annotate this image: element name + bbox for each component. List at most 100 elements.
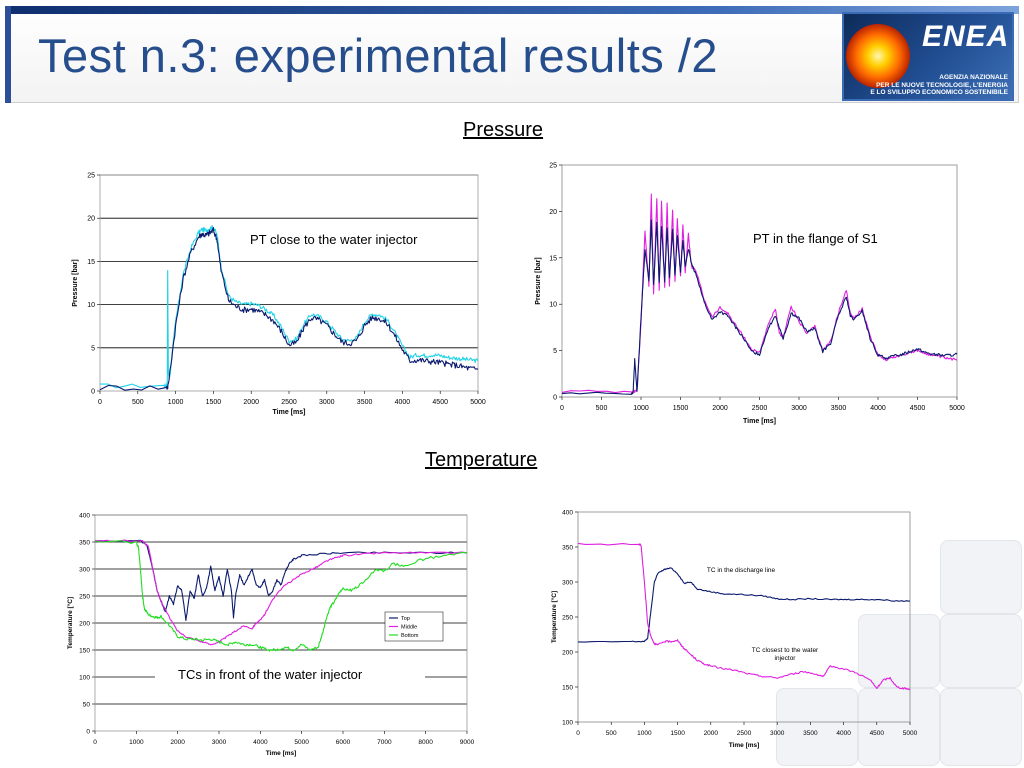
annotation-box bbox=[155, 660, 425, 686]
x-tick-label: 1500 bbox=[670, 730, 685, 737]
temperature-chart-discharge: 0 500 1000 1500 2000 2500 3000 3500 4000 4500 5000… bbox=[550, 510, 918, 750]
series-line bbox=[99, 227, 479, 391]
plot-area-border bbox=[99, 174, 479, 392]
x-tick-label: 4500 bbox=[870, 730, 885, 737]
x-tick-label: 0 bbox=[560, 405, 564, 412]
header-accent-bar bbox=[5, 6, 1019, 14]
y-axis-label: Pressure [bar] bbox=[535, 257, 542, 304]
x-tick-label: 5000 bbox=[949, 405, 965, 412]
x-tick-label: 3000 bbox=[212, 739, 227, 746]
x-tick-label: 1000 bbox=[129, 739, 144, 746]
y-tick-label: 350 bbox=[79, 540, 90, 547]
y-tick-label: 250 bbox=[79, 594, 90, 601]
y-tick-label: 20 bbox=[87, 216, 95, 223]
logo-sun-graphic bbox=[846, 24, 910, 88]
y-tick-label: 5 bbox=[553, 348, 557, 355]
x-tick-label: 1000 bbox=[633, 405, 649, 412]
y-tick-label: 50 bbox=[83, 702, 91, 709]
y-tick-label: 0 bbox=[86, 729, 90, 736]
logo-subtitle-line: PER LE NUOVE TECNOLOGIE, L'ENERGIA bbox=[876, 81, 1008, 89]
section-heading-temperature: Temperature bbox=[425, 449, 538, 471]
y-tick-label: 25 bbox=[87, 173, 95, 180]
slide-title: Test n.3: experimental results /2 bbox=[38, 29, 719, 82]
x-tick-label: 500 bbox=[596, 405, 608, 412]
x-tick-label: 4000 bbox=[253, 739, 268, 746]
x-tick-label: 4500 bbox=[910, 405, 926, 412]
chart-annotation: PT close to the water injector bbox=[250, 232, 418, 247]
decorative-tile bbox=[940, 688, 1022, 766]
y-tick-label: 20 bbox=[549, 209, 557, 216]
x-tick-label: 1000 bbox=[168, 399, 184, 406]
annotation-line: injector bbox=[775, 655, 797, 662]
x-tick-label: 3000 bbox=[319, 399, 335, 406]
legend-label: Bottom bbox=[401, 633, 419, 639]
series-line bbox=[94, 539, 468, 646]
y-tick-label: 0 bbox=[91, 389, 95, 396]
x-tick-label: 2000 bbox=[704, 730, 719, 737]
x-tick-label: 1500 bbox=[673, 405, 689, 412]
x-tick-label: 2000 bbox=[170, 739, 185, 746]
x-tick-label: 2000 bbox=[712, 405, 728, 412]
x-tick-label: 1000 bbox=[637, 730, 652, 737]
x-tick-label: 7000 bbox=[377, 739, 392, 746]
series-line bbox=[577, 542, 911, 691]
y-axis-label: Temperature [°C] bbox=[66, 597, 74, 649]
x-tick-label: 5000 bbox=[903, 730, 918, 737]
chart-annotation: PT in the flange of S1 bbox=[753, 231, 878, 246]
y-tick-label: 200 bbox=[79, 621, 90, 628]
x-axis-label: Time [ms] bbox=[273, 409, 306, 416]
x-tick-label: 0 bbox=[93, 739, 97, 746]
y-tick-label: 10 bbox=[87, 302, 95, 309]
y-tick-label: 15 bbox=[549, 255, 557, 262]
legend-label: Middle bbox=[401, 625, 417, 631]
series-line bbox=[94, 539, 468, 621]
x-tick-label: 2500 bbox=[737, 730, 752, 737]
x-tick-label: 3000 bbox=[791, 405, 807, 412]
decorative-tile bbox=[858, 614, 940, 688]
x-tick-label: 1500 bbox=[206, 399, 222, 406]
x-tick-label: 3500 bbox=[831, 405, 847, 412]
annotation-line: TC closest to the water bbox=[752, 647, 819, 654]
y-axis-label: Temperature [°C] bbox=[550, 591, 558, 643]
x-tick-label: 0 bbox=[98, 399, 102, 406]
decorative-tile bbox=[858, 688, 940, 766]
decorative-tile bbox=[940, 614, 1022, 688]
x-tick-label: 2500 bbox=[281, 399, 297, 406]
x-tick-label: 3000 bbox=[770, 730, 785, 737]
annotation-box bbox=[240, 226, 465, 250]
x-tick-label: 500 bbox=[606, 730, 617, 737]
x-tick-label: 9000 bbox=[460, 739, 475, 746]
x-tick-label: 5000 bbox=[294, 739, 309, 746]
decorative-tile bbox=[776, 688, 858, 766]
y-tick-label: 250 bbox=[562, 615, 573, 622]
logo-subtitle-line: AGENZIA NAZIONALE bbox=[939, 74, 1008, 81]
y-tick-label: 300 bbox=[79, 567, 90, 574]
enea-logo: ENEA AGENZIA NAZIONALE PER LE NUOVE TECN… bbox=[842, 12, 1014, 101]
series-line bbox=[577, 567, 911, 643]
y-tick-label: 25 bbox=[549, 163, 557, 170]
pressure-chart-flange: 0 500 1000 1500 2000 2500 3000 3500 4000 4500 5000… bbox=[535, 163, 965, 426]
logo-subtitle: AGENZIA NAZIONALE PER LE NUOVE TECNOLOGI… bbox=[846, 74, 1008, 97]
chart-annotation: TC closest to the water injector bbox=[752, 647, 819, 662]
x-tick-label: 4500 bbox=[432, 399, 448, 406]
x-axis-label: Time [ms] bbox=[266, 750, 297, 757]
y-tick-label: 10 bbox=[549, 302, 557, 309]
header-left-bar bbox=[5, 6, 11, 103]
temperature-chart-tcs: 0 1000 2000 3000 4000 5000 6000 7000 8000 9000 0 50… bbox=[66, 513, 475, 758]
section-heading-pressure: Pressure bbox=[463, 119, 544, 141]
x-tick-label: 4000 bbox=[870, 405, 886, 412]
series-line bbox=[99, 224, 479, 389]
x-tick-label: 500 bbox=[132, 399, 144, 406]
logo-wordmark: ENEA bbox=[922, 20, 1010, 53]
chart-annotation: TC in the discharge line bbox=[707, 567, 776, 574]
x-tick-label: 5000 bbox=[470, 399, 486, 406]
x-tick-label: 3500 bbox=[803, 730, 818, 737]
y-tick-label: 100 bbox=[562, 720, 573, 727]
pressure-chart-injector: 0 500 1000 1500 2000 2500 3000 3500 4000 4500 5000… bbox=[72, 173, 486, 417]
x-tick-label: 2000 bbox=[243, 399, 259, 406]
x-axis-label: Time [ms] bbox=[729, 742, 760, 749]
x-tick-label: 8000 bbox=[418, 739, 433, 746]
chart-annotation: TCs in front of the water injector bbox=[178, 667, 363, 682]
x-axis-label: Time [ms] bbox=[743, 418, 776, 425]
y-tick-label: 150 bbox=[562, 685, 573, 692]
